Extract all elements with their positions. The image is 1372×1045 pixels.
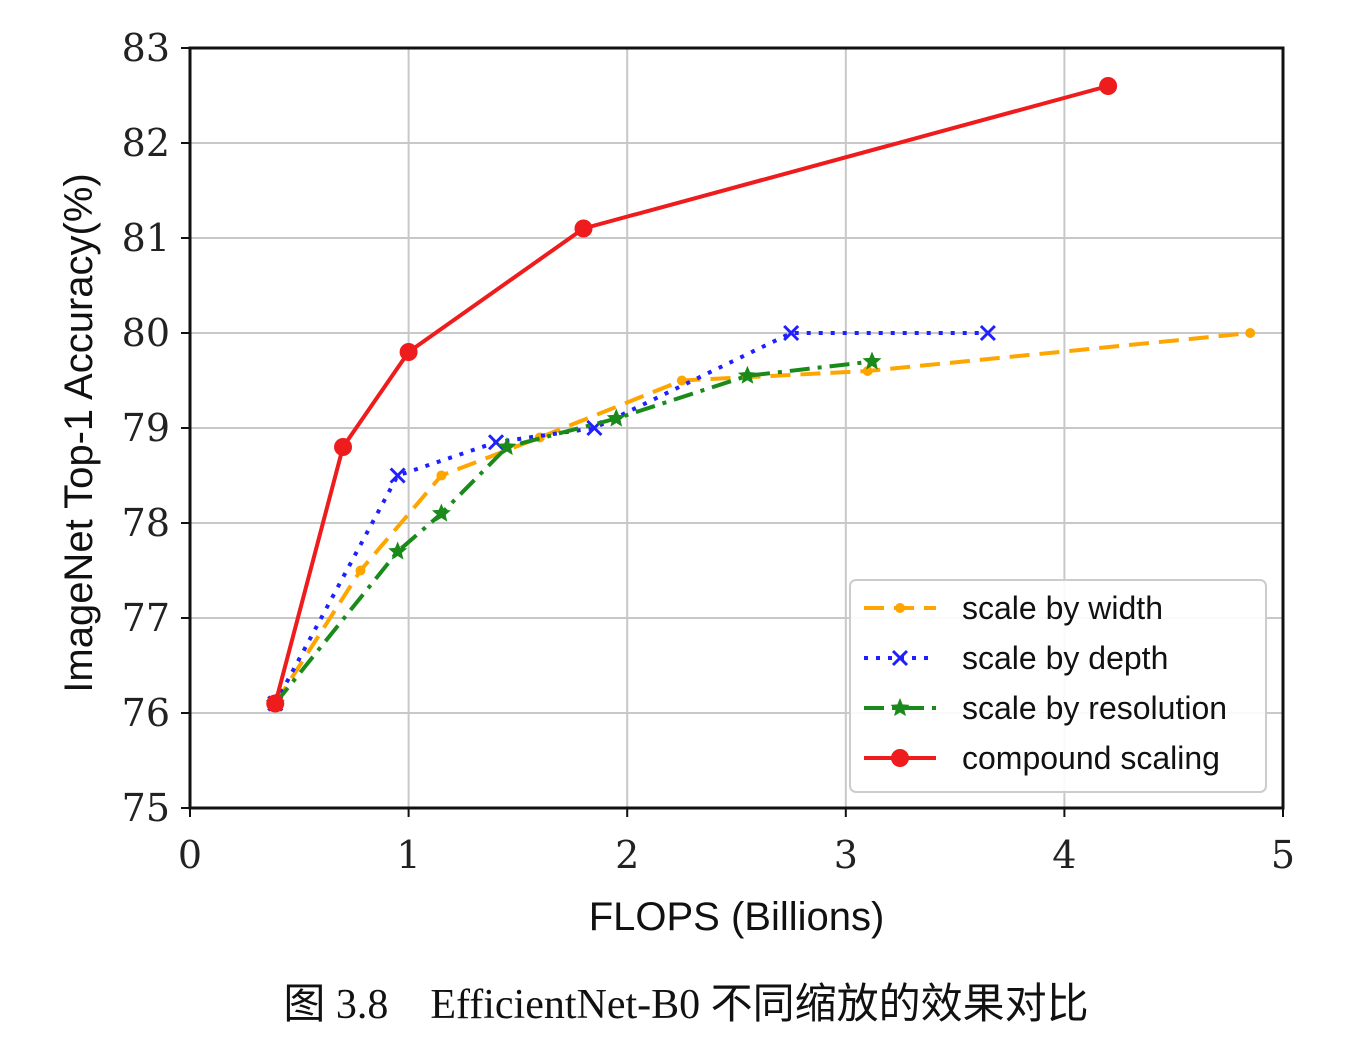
tick-layer: 0 1 2 3 4 5 75 76 77 78 79 80 81 82 83	[122, 26, 1295, 877]
y-tick-label: 79	[122, 406, 170, 450]
data-point-resolution	[431, 503, 451, 522]
line-chart: 0 1 2 3 4 5 75 76 77 78 79 80 81 82 83 FLOPS (Billions…	[57, 26, 1295, 939]
series-resolution	[265, 351, 882, 712]
legend-marker-resolution	[890, 698, 910, 717]
data-point-compound	[1099, 77, 1118, 95]
legend-entry-resolution: scale by resolution	[864, 690, 1227, 726]
data-point-resolution	[737, 365, 757, 384]
y-tick-label: 75	[122, 786, 170, 830]
legend: scale by width scale by depth scale by res…	[849, 579, 1267, 793]
data-point-width	[1245, 328, 1256, 338]
legend-label-compound: compound scaling	[962, 740, 1220, 776]
data-point-resolution	[862, 351, 882, 370]
x-tick-label: 4	[1052, 833, 1076, 877]
legend-entry-width: scale by width	[864, 590, 1163, 626]
y-axis-label: ImageNet Top-1 Accuracy(%)	[57, 173, 101, 692]
legend-entry-compound: compound scaling	[864, 740, 1220, 776]
series-compound	[266, 77, 1118, 713]
legend-box	[849, 579, 1267, 793]
x-axis-label: FLOPS (Billions)	[589, 895, 885, 939]
legend-marker-width	[895, 603, 905, 613]
series-layer	[265, 77, 1256, 713]
x-marker-stroke	[487, 434, 505, 451]
x-tick-label: 3	[834, 833, 858, 877]
x-marker-stroke	[891, 649, 909, 667]
data-point-width	[355, 565, 366, 576]
data-point-depth	[979, 324, 996, 342]
data-point-width	[862, 366, 873, 376]
legend-marker-depth	[891, 649, 909, 667]
y-tick-label: 80	[122, 311, 170, 355]
data-point-compound	[574, 219, 593, 238]
data-point-resolution	[388, 541, 408, 560]
data-point-depth	[487, 434, 505, 451]
x-marker-stroke	[783, 324, 800, 342]
data-point-depth	[783, 324, 800, 342]
data-point-compound	[334, 438, 353, 456]
legend-entry-depth: scale by depth	[864, 640, 1168, 676]
data-point-width	[436, 470, 447, 481]
y-tick-label: 83	[122, 26, 170, 70]
y-tick-label: 81	[122, 216, 170, 260]
x-tick-label: 1	[397, 833, 421, 877]
legend-marker-compound	[891, 749, 909, 767]
legend-label-depth: scale by depth	[962, 640, 1168, 676]
x-marker-stroke	[389, 467, 406, 484]
y-tick-label: 76	[122, 691, 170, 735]
x-tick-label: 5	[1271, 833, 1295, 877]
data-point-compound	[266, 694, 285, 713]
x-marker-stroke	[979, 324, 996, 342]
figure-caption: 图 3.8 EfficientNet-B0 不同缩放的效果对比	[283, 982, 1089, 1028]
y-tick-label: 78	[122, 501, 170, 545]
data-point-compound	[399, 343, 418, 361]
data-point-depth	[389, 467, 406, 484]
legend-label-resolution: scale by resolution	[962, 690, 1227, 726]
data-point-resolution	[497, 437, 517, 456]
y-tick-label: 77	[122, 596, 170, 640]
y-tick-label: 82	[122, 121, 170, 165]
legend-label-width: scale by width	[962, 590, 1163, 626]
data-point-width	[676, 375, 687, 386]
x-tick-label: 0	[178, 833, 202, 877]
x-tick-label: 2	[615, 833, 639, 877]
data-point-resolution	[606, 408, 626, 427]
